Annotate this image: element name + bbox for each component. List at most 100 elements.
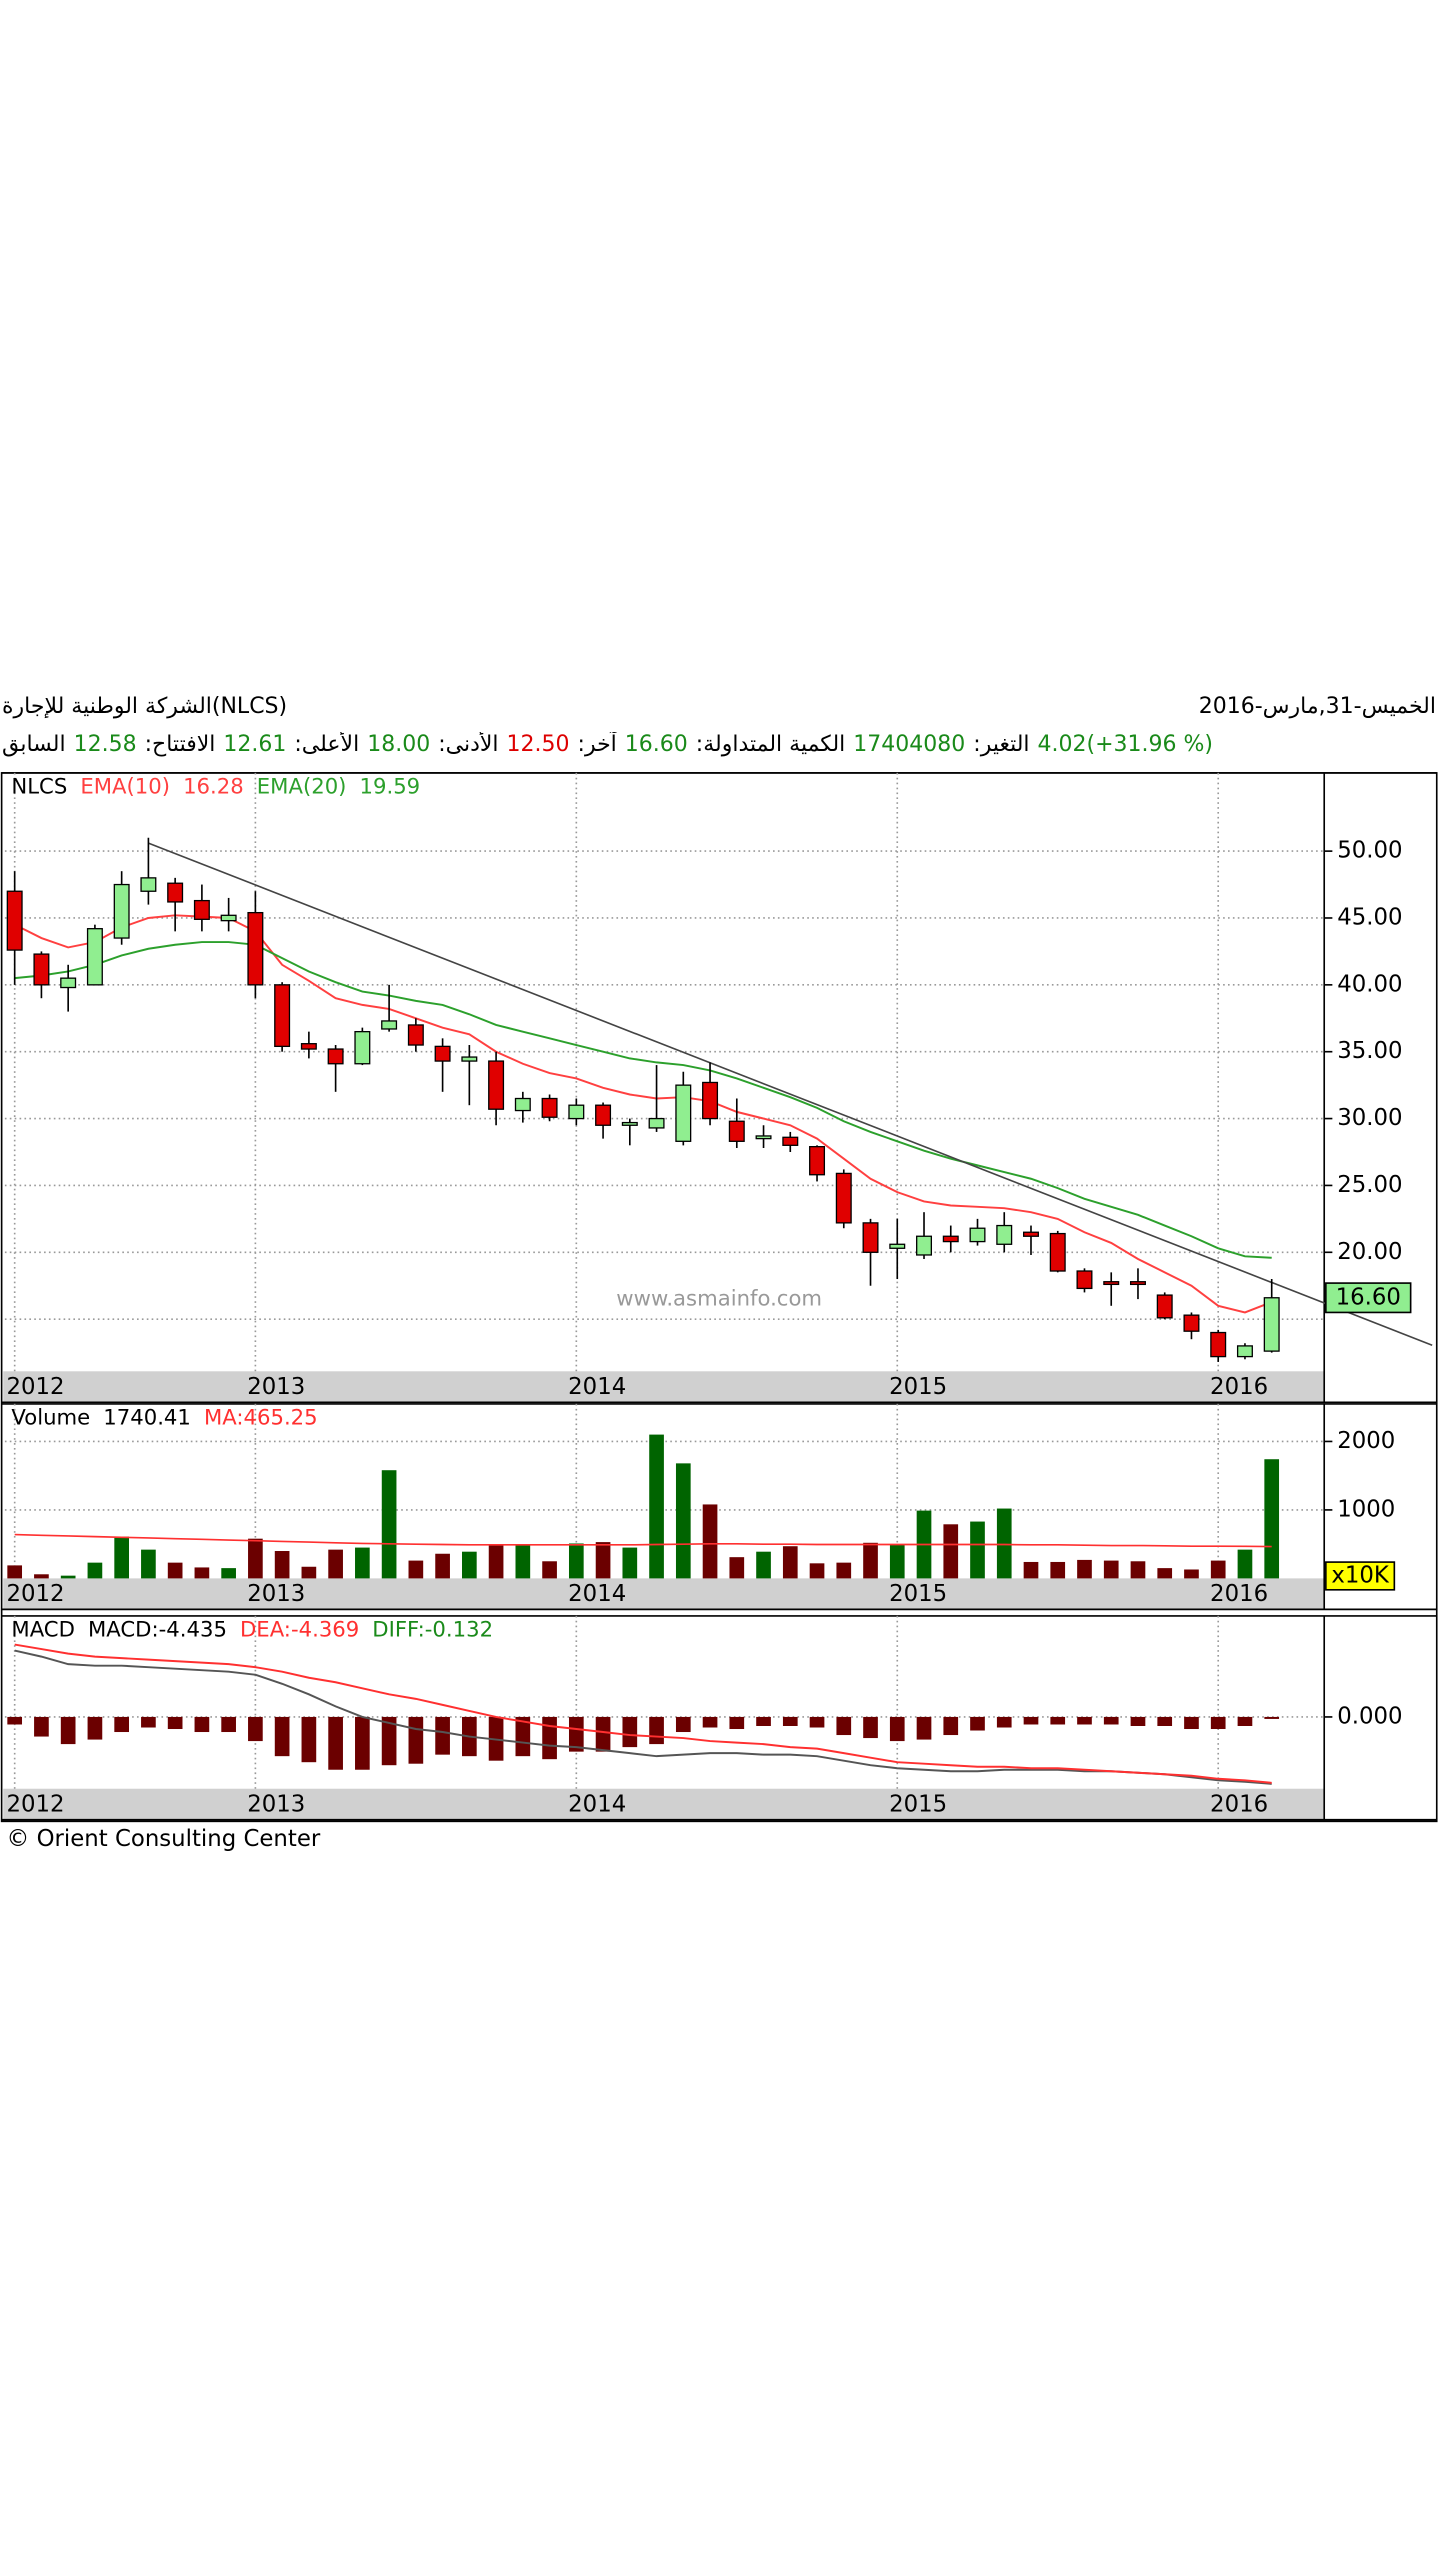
- macd-histogram-bar: [782, 1716, 798, 1726]
- x-tick-label: 2013: [247, 1374, 305, 1400]
- x-tick-label: 2016: [1210, 1374, 1268, 1400]
- last-price-box: [1325, 1282, 1412, 1314]
- volume-bar: [488, 1545, 504, 1579]
- volume-bar: [408, 1560, 424, 1579]
- volume-bar: [622, 1547, 638, 1579]
- volume-bar: [729, 1557, 745, 1579]
- quote-row: السابق 12.58:الافتتاح 12.61:الأعلى 18.00:ال…: [2, 732, 1436, 757]
- candle-body: [354, 1030, 371, 1065]
- volume-bar: [34, 1574, 49, 1579]
- legend-entry: MACD:-4.435: [88, 1617, 227, 1642]
- candle-body: [675, 1084, 692, 1142]
- macd-histogram-bar: [1023, 1716, 1039, 1725]
- volume-bar: [836, 1562, 852, 1579]
- candle-body: [488, 1060, 505, 1110]
- macd-histogram-bar: [863, 1716, 878, 1739]
- macd-histogram-bar: [702, 1716, 718, 1728]
- volume-bar: [889, 1544, 905, 1579]
- volume-bar: [1237, 1549, 1253, 1579]
- macd-histogram-bar: [970, 1716, 985, 1731]
- quote-label: :الأعلى: [294, 732, 360, 757]
- quote-date: الخميس-31,مارس-2016: [1198, 694, 1436, 719]
- candle-body: [1023, 1231, 1039, 1237]
- unit-box: [1325, 1561, 1396, 1591]
- volume-bar: [274, 1551, 290, 1579]
- candle-body: [1049, 1232, 1066, 1272]
- macd-histogram-bar: [328, 1716, 343, 1770]
- footer: © Orient Consulting Center: [7, 1826, 321, 1852]
- volume-bar: [114, 1536, 129, 1579]
- x-tick-label: 2013: [247, 1581, 305, 1607]
- macd-histogram-bar: [622, 1716, 638, 1748]
- volume-bar: [595, 1542, 611, 1579]
- y-tick-label: 45.00: [1337, 904, 1402, 930]
- macd-histogram-bar: [996, 1716, 1012, 1728]
- candle-body: [942, 1235, 959, 1243]
- macd-histogram-bar: [1157, 1716, 1173, 1726]
- y-tick-label: 1000: [1337, 1496, 1395, 1522]
- x-tick-label: 2012: [7, 1581, 65, 1607]
- volume-bar: [863, 1542, 878, 1579]
- macd-histogram-bar: [381, 1716, 397, 1766]
- macd-histogram-bar: [435, 1716, 450, 1755]
- candle-body: [514, 1097, 531, 1112]
- volume-bar: [1050, 1561, 1066, 1579]
- x-tick-label: 2015: [889, 1374, 947, 1400]
- legend-entry: 16.28: [183, 774, 244, 799]
- candle-body: [167, 882, 184, 903]
- x-tick-label: 2012: [7, 1374, 65, 1400]
- volume-bar: [1264, 1459, 1280, 1579]
- macd-line: [14, 1649, 1272, 1785]
- x-tick-label: 2014: [568, 1581, 626, 1607]
- last-price-label: 16.60: [1336, 1284, 1401, 1310]
- macd-histogram-bar: [1050, 1716, 1066, 1725]
- volume-bar: [515, 1544, 531, 1579]
- candle-body: [969, 1227, 986, 1243]
- y-tick-label: 0.000: [1337, 1703, 1402, 1729]
- watermark: www.asmainfo.com: [616, 1286, 822, 1311]
- quote-value: 17404080: [853, 732, 966, 757]
- macd-histogram-bar: [889, 1716, 905, 1742]
- quote-value: 16.60: [624, 732, 688, 757]
- volume-bar: [221, 1568, 236, 1579]
- quote-value: 4.02(+31.96 %): [1037, 732, 1214, 757]
- y-tick-label: 40.00: [1337, 971, 1402, 997]
- macd-histogram-bar: [1210, 1716, 1226, 1730]
- macd-histogram-bar: [515, 1716, 531, 1757]
- candle-body: [113, 883, 130, 939]
- y-tick-label: 30.00: [1337, 1105, 1402, 1131]
- y-tick-label: 20.00: [1337, 1239, 1402, 1265]
- volume-bar: [675, 1463, 691, 1579]
- x-tick-label: 2013: [247, 1792, 305, 1818]
- macd-histogram-bar: [408, 1716, 424, 1764]
- macd-histogram-bar: [355, 1716, 370, 1770]
- legend-entry: EMA(10): [80, 774, 170, 799]
- candle-body: [755, 1135, 772, 1140]
- candle-body: [193, 899, 210, 920]
- macd-histogram-bar: [60, 1716, 76, 1745]
- volume-bar: [1023, 1561, 1039, 1579]
- volume-bar: [381, 1470, 397, 1579]
- candle-body: [621, 1121, 638, 1126]
- volume-bar: [943, 1524, 959, 1579]
- volume-bar: [87, 1562, 103, 1579]
- macd-histogram-bar: [221, 1716, 236, 1733]
- volume-bar: [1210, 1560, 1226, 1579]
- candle-body: [648, 1117, 665, 1129]
- quote-label: :الكمية المتداولة: [695, 732, 846, 757]
- volume-bar: [1184, 1569, 1199, 1579]
- quote-value: 12.61: [223, 732, 287, 757]
- volume-bar: [970, 1521, 985, 1579]
- x-axis-band: [3, 1371, 1325, 1403]
- macd-histogram-bar: [7, 1716, 23, 1725]
- y-tick-label: 2000: [1337, 1428, 1395, 1454]
- quote-value: 12.50: [506, 732, 570, 757]
- legend-entry: NLCS: [11, 774, 67, 799]
- macd-histogram-bar: [141, 1716, 156, 1728]
- macd-histogram-bar: [542, 1716, 557, 1760]
- candle-body: [220, 914, 237, 922]
- candle-body: [86, 928, 103, 986]
- quote-label: السابق: [2, 732, 66, 757]
- legend-entry: DIFF:-0.132: [372, 1617, 493, 1642]
- legend-entry: 19.59: [359, 774, 420, 799]
